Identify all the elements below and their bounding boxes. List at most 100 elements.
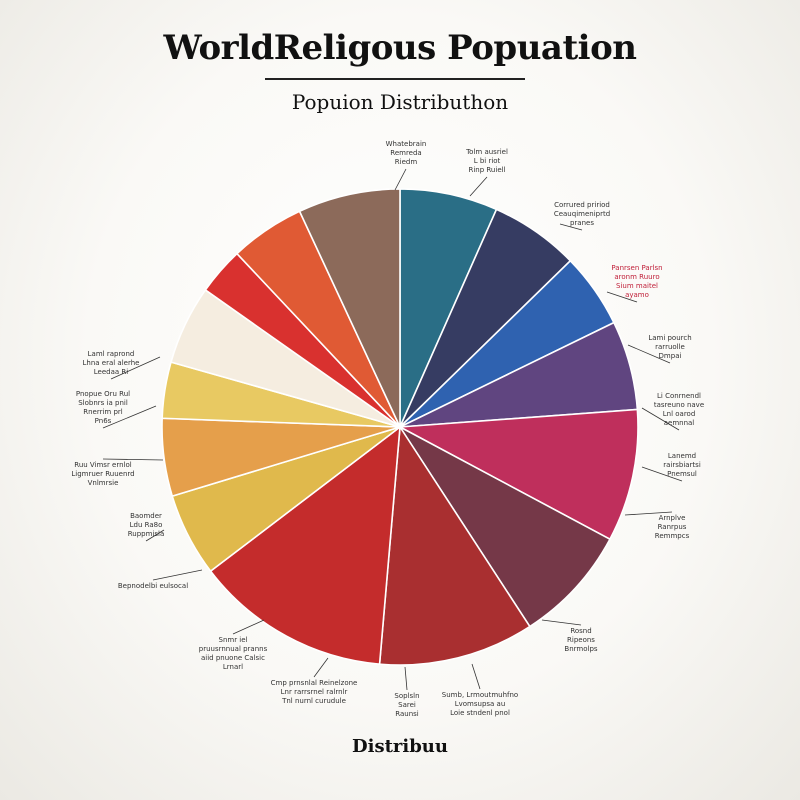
callout-text-15-1: Ligmruer Ruuenrd xyxy=(71,470,134,478)
callout-text-16-1: Slobnrs ia pnil xyxy=(78,399,128,407)
pie-slice-4 xyxy=(397,408,639,541)
callout-text-7-1: Ranrpus xyxy=(658,523,687,531)
callout-text-7-0: Arnplve xyxy=(659,514,686,522)
callout-text-3-0: Panrsen Parlsn xyxy=(611,264,662,272)
callout-leader-7 xyxy=(624,511,673,516)
callout-text-1-1: L bi riot xyxy=(474,157,501,165)
callout-leader-0 xyxy=(394,168,407,191)
callout-text-1-2: Rinp Ruiell xyxy=(468,166,505,174)
slice-callout-13: Bepnodelbi eulsocal xyxy=(118,569,203,590)
callout-text-11-2: Tnl nurnl curudule xyxy=(281,697,346,705)
callout-text-0-2: Riedm xyxy=(395,158,418,166)
callout-leader-16 xyxy=(102,405,157,429)
chart-subtitle: Popuion Distributhon xyxy=(291,90,509,114)
callout-leader-1 xyxy=(469,176,488,197)
callout-text-16-2: Rnerrim prl xyxy=(83,408,123,416)
callout-text-1-0: Tolm ausriel xyxy=(465,148,508,156)
callout-text-3-2: Sium maitel xyxy=(616,282,658,290)
callout-text-9-0: Sumb, Lrmoutmuhfno xyxy=(442,691,518,699)
callout-leader-10 xyxy=(404,666,408,691)
pie-slice-6 xyxy=(378,424,531,666)
callout-text-0-0: Whatebrain xyxy=(386,140,427,148)
callout-text-17-2: Leedaa Ri xyxy=(94,368,129,376)
callout-text-5-0: Li Conrnendl xyxy=(657,392,701,400)
callout-leader-11 xyxy=(313,657,329,678)
callout-text-10-0: Soplsln xyxy=(394,692,419,700)
pie-slice-5 xyxy=(399,426,611,628)
callout-text-12-2: aiid pnuone Calsic xyxy=(201,654,265,662)
callout-text-8-2: Bnrmolps xyxy=(564,645,597,653)
callout-text-6-2: Pnemsul xyxy=(667,470,697,478)
callout-text-3-3: ayamo xyxy=(625,291,649,299)
callout-text-13-0: Bepnodelbi eulsocal xyxy=(118,582,188,590)
callout-text-16-3: Pn6s xyxy=(95,417,112,425)
callout-text-11-1: Lnr rarrsrnel ralrnlr xyxy=(281,688,348,696)
callout-text-12-0: Snmr iel xyxy=(219,636,248,644)
callout-text-14-0: Baomder xyxy=(130,512,162,520)
callout-leader-17 xyxy=(110,356,161,380)
callout-text-4-1: rarruolle xyxy=(655,343,685,351)
callout-text-12-1: pruusrnnual pranns xyxy=(199,645,268,653)
pie-slice-14 xyxy=(298,188,401,428)
callout-text-10-1: Sarei xyxy=(398,701,416,709)
callout-text-5-2: Lnl oarod xyxy=(663,410,696,418)
callout-leader-9 xyxy=(471,663,481,690)
callout-leader-4 xyxy=(627,344,671,364)
pie-slice-7 xyxy=(209,425,401,665)
title-divider xyxy=(265,78,525,80)
callout-leader-14 xyxy=(145,529,165,542)
callout-text-17-0: Laml raprond xyxy=(88,350,135,358)
callout-leader-8 xyxy=(541,619,582,626)
callout-text-5-3: aemnnal xyxy=(664,419,695,427)
callout-text-8-1: Ripeons xyxy=(567,636,595,644)
callout-text-5-1: tasreuno nave xyxy=(654,401,704,409)
callout-text-4-2: Dmpai xyxy=(659,352,682,360)
callout-text-3-1: aronm Ruuro xyxy=(614,273,659,281)
chart-title: WorldReligous Popuation xyxy=(163,28,637,68)
callout-leader-15 xyxy=(102,458,164,461)
callout-text-17-1: Lhna eral alerhe xyxy=(83,359,140,367)
callout-text-16-0: Pnopue Oru Rul xyxy=(76,390,130,398)
callout-text-14-1: Ldu Ra8o xyxy=(130,521,163,529)
callout-text-4-0: Lami pourch xyxy=(648,334,691,342)
callout-text-6-1: rairsbiartsi xyxy=(663,461,701,469)
callout-leader-6 xyxy=(641,466,683,482)
callout-leader-3 xyxy=(606,291,638,303)
callout-text-6-0: Lanemd xyxy=(668,452,696,460)
callout-text-8-0: Rosnd xyxy=(570,627,591,635)
callout-text-15-0: Ruu Vimsr ernlol xyxy=(74,461,132,469)
callout-text-2-0: Corrured pririod xyxy=(554,201,610,209)
callout-text-14-2: Ruppmisla xyxy=(128,530,165,538)
footer-caption: Distribuu xyxy=(352,736,448,757)
callout-text-2-1: Ceauqimeniprtd xyxy=(554,210,610,218)
callout-text-10-2: Raunsi xyxy=(395,710,419,718)
callout-leader-5 xyxy=(641,407,680,431)
callout-text-9-2: Loie stndenl pnol xyxy=(450,709,510,717)
callout-text-0-1: Remreda xyxy=(390,149,421,157)
callout-text-12-3: Lrnarl xyxy=(223,663,243,671)
callout-text-11-0: Cmp prnsnlal Reinelzone xyxy=(271,679,358,687)
callout-leader-12 xyxy=(232,619,265,635)
callout-text-2-2: pranes xyxy=(570,219,594,227)
callout-leader-2 xyxy=(559,223,583,231)
callout-leader-13 xyxy=(152,569,203,581)
callout-text-7-2: Remmpcs xyxy=(655,532,690,540)
